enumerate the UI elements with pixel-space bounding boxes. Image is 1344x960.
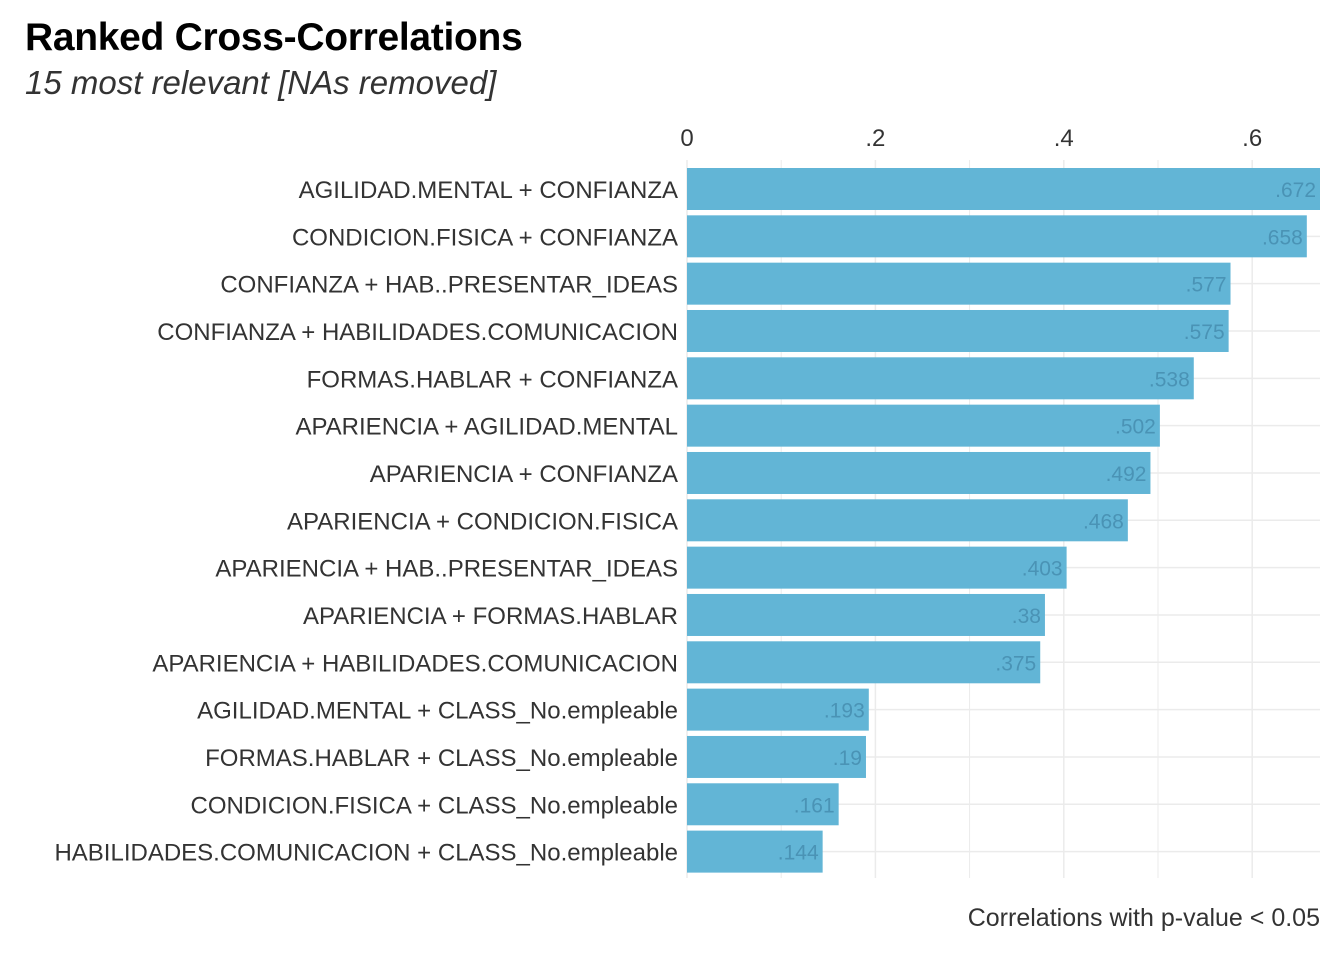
- bar-value-label: .575: [1184, 321, 1225, 344]
- bar: [687, 735, 866, 778]
- bar-value-label: .161: [794, 794, 835, 817]
- category-label: CONDICION.FISICA + CONFIANZA: [292, 224, 678, 251]
- category-label: APARIENCIA + HAB..PRESENTAR_IDEAS: [215, 556, 678, 583]
- bar: [687, 641, 1041, 684]
- bar: [687, 404, 1160, 447]
- category-label: AGILIDAD.MENTAL + CONFIANZA: [299, 177, 678, 204]
- category-label: APARIENCIA + AGILIDAD.MENTAL: [295, 414, 678, 441]
- chart-subtitle: 15 most relevant [NAs removed]: [25, 64, 497, 101]
- bar-value-label: .19: [833, 747, 862, 770]
- category-label: FORMAS.HABLAR + CLASS_No.empleable: [205, 745, 678, 772]
- bar-value-label: .193: [824, 700, 865, 723]
- category-label: CONFIANZA + HABILIDADES.COMUNICACION: [157, 319, 678, 346]
- bar: [687, 830, 823, 873]
- bar-value-label: .403: [1022, 558, 1063, 581]
- bar: [687, 309, 1229, 352]
- category-label: CONFIANZA + HAB..PRESENTAR_IDEAS: [220, 272, 678, 299]
- category-label: CONDICION.FISICA + CLASS_No.empleable: [190, 792, 678, 819]
- x-tick-label: 0: [680, 125, 693, 152]
- bar-value-label: .468: [1083, 510, 1124, 533]
- bar: [687, 168, 1320, 210]
- x-tick-label: .2: [865, 125, 885, 152]
- bar-value-label: .502: [1115, 416, 1156, 439]
- bar: [687, 499, 1128, 542]
- bar: [687, 215, 1307, 258]
- bar: [687, 783, 839, 826]
- bar: [687, 357, 1194, 400]
- category-label: APARIENCIA + CONDICION.FISICA: [287, 508, 678, 535]
- category-label: APARIENCIA + FORMAS.HABLAR: [303, 603, 678, 630]
- bar-value-label: .38: [1012, 605, 1041, 628]
- x-tick-label: .6: [1242, 125, 1262, 152]
- bar: [687, 546, 1067, 589]
- bar-value-label: .577: [1186, 274, 1227, 297]
- category-label: HABILIDADES.COMUNICACION + CLASS_No.empl…: [54, 840, 678, 867]
- bar-value-label: .144: [778, 842, 819, 865]
- bar-layer: [687, 168, 1320, 873]
- chart-caption: Correlations with p-value < 0.05: [967, 904, 1320, 932]
- bar-value-label: .538: [1149, 368, 1190, 391]
- category-label: APARIENCIA + HABILIDADES.COMUNICACION: [152, 650, 678, 677]
- bar-value-label: .658: [1262, 226, 1303, 249]
- bar-value-label: .492: [1106, 463, 1147, 486]
- bar: [687, 451, 1151, 494]
- x-tick-label: .4: [1054, 125, 1074, 152]
- chart-title: Ranked Cross-Correlations: [25, 16, 523, 59]
- bar: [687, 688, 869, 731]
- category-label: AGILIDAD.MENTAL + CLASS_No.empleable: [197, 698, 678, 725]
- bar-value-label: .672: [1275, 179, 1316, 202]
- label-layer: 0 .2 .4 .6 .672 AGILIDAD.MENTAL + CONFIANZA .6…: [54, 125, 1316, 867]
- category-label: APARIENCIA + CONFIANZA: [370, 461, 678, 488]
- category-label: FORMAS.HABLAR + CONFIANZA: [307, 366, 678, 393]
- bar-value-label: .375: [995, 652, 1036, 675]
- bar: [687, 262, 1231, 305]
- bar: [687, 593, 1045, 636]
